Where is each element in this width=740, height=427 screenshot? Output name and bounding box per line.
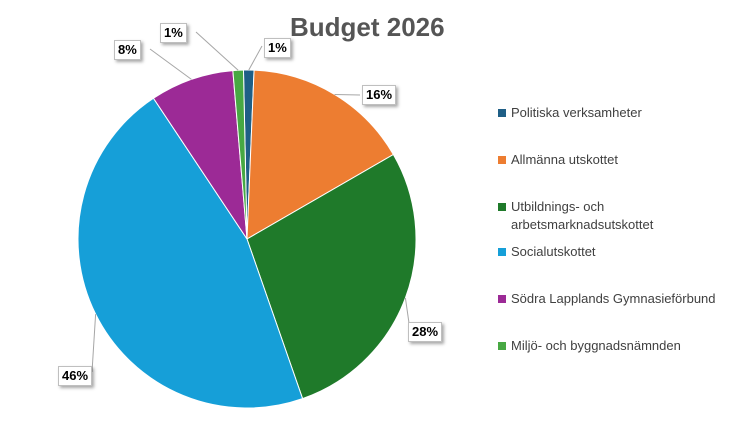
leader-line-0 <box>248 45 263 71</box>
legend-swatch <box>498 342 506 350</box>
data-label-2: 28% <box>408 322 443 342</box>
legend-label: Miljö- och byggnadsnämnden <box>511 338 681 353</box>
leader-line-4 <box>149 48 192 80</box>
legend-swatch <box>498 248 506 256</box>
legend-label: Södra Lapplands Gymnasieförbund <box>511 291 716 306</box>
leader-line-3 <box>91 314 97 373</box>
legend-item-utbildnings-och-arbetsmarknadsutskottet: Utbildnings- och arbetsmarknadsutskottet <box>498 198 681 234</box>
legend-item-allmanna-utskottet: Allmänna utskottet <box>498 151 711 169</box>
data-label-1: 16% <box>362 85 397 105</box>
legend-label: Utbildnings- och arbetsmarknadsutskottet <box>511 199 654 232</box>
legend-item-sodra-lapplands-gymnasieforbund: Södra Lapplands Gymnasieförbund <box>498 290 740 308</box>
legend-swatch <box>498 295 506 303</box>
leader-line-5 <box>195 31 239 71</box>
data-label-4: 8% <box>114 40 141 60</box>
legend-item-miljo-och-byggnadsnamnden: Miljö- och byggnadsnämnden <box>498 337 711 355</box>
pie-slice-1 <box>246 69 395 240</box>
legend-swatch <box>498 156 506 164</box>
data-label-3: 46% <box>58 366 93 386</box>
legend-item-politiska-verksamheter: Politiska verksamheter <box>498 104 711 122</box>
leader-line-1 <box>334 93 361 96</box>
chart-title: Budget 2026 <box>290 12 445 42</box>
legend-swatch <box>498 203 506 211</box>
data-label-5: 1% <box>160 23 187 43</box>
legend-swatch <box>498 109 506 117</box>
legend-label: Allmänna utskottet <box>511 152 618 167</box>
legend-label: Socialutskottet <box>511 244 596 259</box>
legend-label: Politiska verksamheter <box>511 105 642 120</box>
data-label-0: 1% <box>264 38 291 58</box>
legend-item-socialutskottet: Socialutskottet <box>498 243 711 261</box>
